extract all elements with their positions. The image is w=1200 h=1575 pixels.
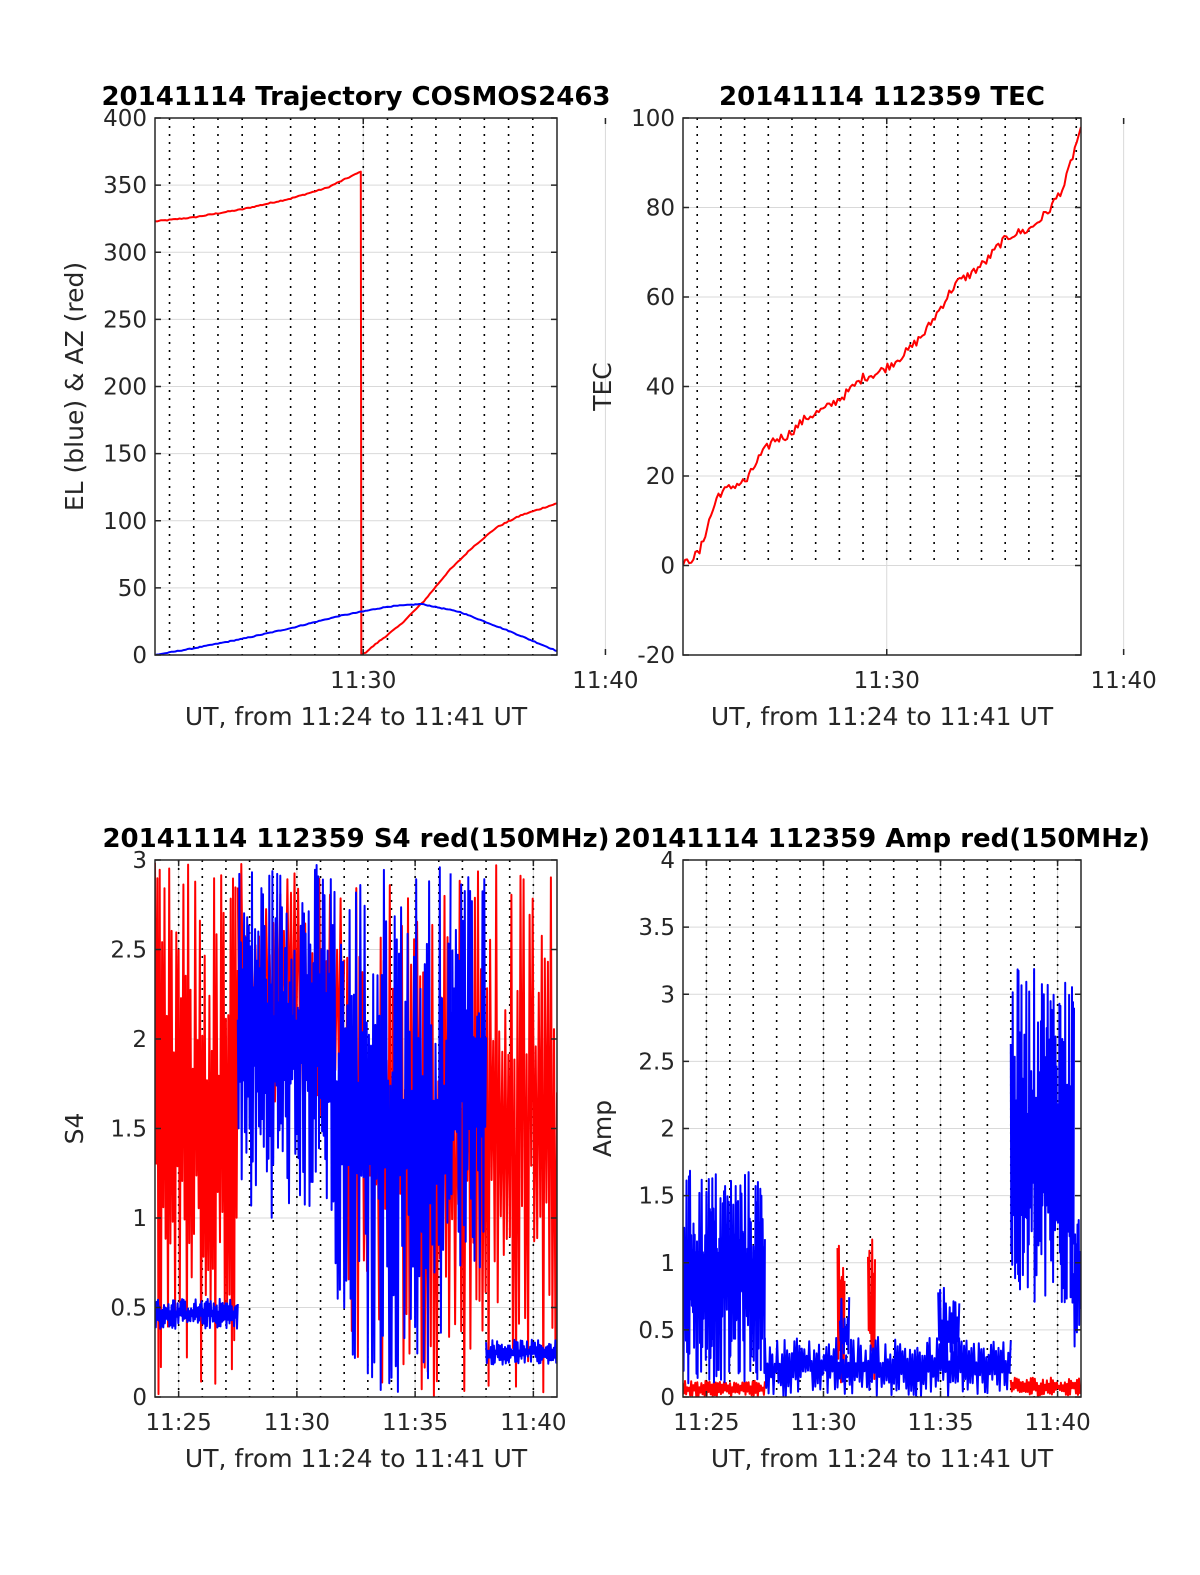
y-axis-label: EL (blue) & AZ (red) — [60, 262, 89, 511]
y-tick-label: 80 — [646, 196, 675, 222]
y-tick-label: 2 — [660, 1117, 675, 1143]
chart-title: 20141114 112359 TEC — [719, 82, 1045, 112]
y-tick-label: 0 — [660, 1385, 675, 1411]
x-tick-label: 11:35 — [382, 1410, 448, 1436]
y-tick-label: 100 — [103, 509, 147, 535]
y-tick-label: 3 — [660, 982, 675, 1008]
y-tick-label: 40 — [646, 375, 675, 401]
x-axis-label: UT, from 11:24 to 11:41 UT — [711, 702, 1054, 731]
y-tick-label: 4 — [660, 848, 675, 874]
y-tick-label: 350 — [103, 173, 147, 199]
x-tick-label: 11:30 — [264, 1410, 330, 1436]
series-line — [155, 170, 557, 655]
y-tick-label: 60 — [646, 285, 675, 311]
x-axis-label: UT, from 11:24 to 11:41 UT — [711, 1444, 1054, 1473]
y-tick-label: 0 — [660, 554, 675, 580]
x-tick-label: 11:30 — [790, 1410, 856, 1436]
y-tick-label: 200 — [103, 375, 147, 401]
chart-panel-1: 0 50 100 150 200 250 300 350 400 11:30 11:40 201411… — [60, 82, 639, 731]
x-tick-label: 11:25 — [673, 1410, 739, 1436]
x-tick-label: 11:35 — [907, 1410, 973, 1436]
y-tick-label: 2.5 — [110, 938, 147, 964]
y-tick-label: 50 — [118, 576, 147, 602]
y-tick-label: 0 — [132, 643, 147, 669]
y-tick-label: 150 — [103, 442, 147, 468]
series-line — [155, 864, 557, 1393]
x-axis-label: UT, from 11:24 to 11:41 UT — [185, 702, 528, 731]
y-tick-label: -20 — [637, 643, 675, 669]
x-tick-label: 11:40 — [1090, 668, 1156, 694]
y-tick-label: 1.5 — [110, 1117, 147, 1143]
y-tick-label: 0.5 — [638, 1318, 675, 1344]
y-tick-label: 0 — [132, 1385, 147, 1411]
chart-panel-3: 0 0.5 1 1.5 2 2.5 3 11:25 11:30 11:35 11:40 2014111… — [60, 824, 610, 1473]
y-tick-label: 20 — [646, 464, 675, 490]
chart-title: 20141114 112359 S4 red(150MHz) — [102, 824, 609, 854]
x-tick-label: 11:30 — [330, 668, 396, 694]
y-tick-label: 1 — [132, 1206, 147, 1232]
series-line — [155, 603, 557, 655]
y-tick-label: 300 — [103, 240, 147, 266]
y-axis-label: S4 — [60, 1113, 89, 1145]
x-tick-label: 11:40 — [1024, 1410, 1090, 1436]
series-line — [683, 126, 1081, 566]
x-tick-label: 11:25 — [145, 1410, 211, 1436]
chart-title: 20141114 112359 Amp red(150MHz) — [614, 824, 1150, 854]
y-tick-label: 1 — [660, 1251, 675, 1277]
chart-panel-2: -20 0 20 40 60 80 100 11:30 11:40 20141114 112359… — [588, 82, 1157, 731]
y-tick-label: 2.5 — [638, 1049, 675, 1075]
x-tick-label: 11:30 — [854, 668, 920, 694]
y-tick-label: 250 — [103, 307, 147, 333]
x-tick-label: 11:40 — [572, 668, 638, 694]
y-axis-label: Amp — [588, 1100, 617, 1157]
y-axis-label: TEC — [588, 362, 617, 412]
chart-panel-4: 0 0.5 1 1.5 2 2.5 3 3.5 4 11:25 11:30 11:35 11:40 201… — [588, 824, 1150, 1473]
y-tick-label: 400 — [103, 106, 147, 132]
y-tick-label: 2 — [132, 1027, 147, 1053]
series-line — [683, 968, 1081, 1397]
x-tick-label: 11:40 — [500, 1410, 566, 1436]
y-tick-label: 1.5 — [638, 1184, 675, 1210]
y-tick-label: 3 — [132, 848, 147, 874]
x-axis-label: UT, from 11:24 to 11:41 UT — [185, 1444, 528, 1473]
chart-title: 20141114 Trajectory COSMOS2463 — [101, 82, 610, 112]
y-tick-label: 0.5 — [110, 1296, 147, 1322]
y-tick-label: 100 — [631, 106, 675, 132]
y-tick-label: 3.5 — [638, 915, 675, 941]
